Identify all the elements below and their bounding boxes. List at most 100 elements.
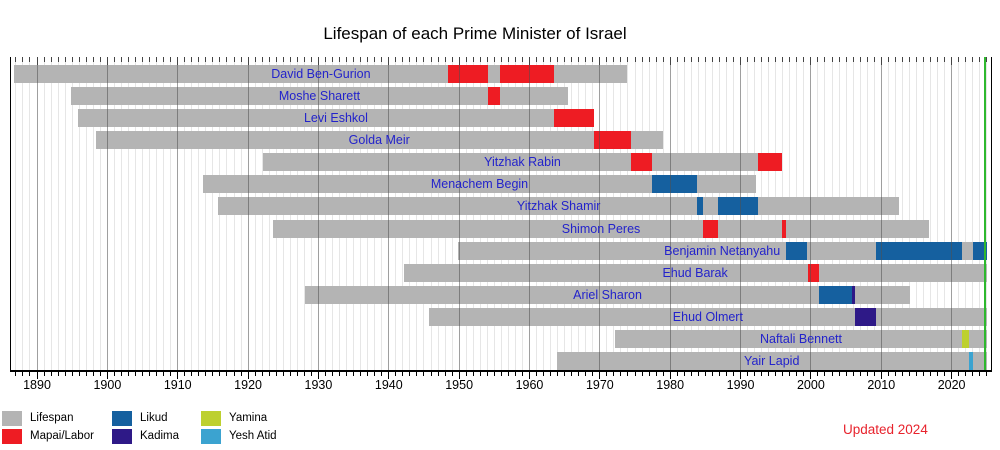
pm-term-segment-kadima: [852, 285, 856, 304]
top-axis-tick: [571, 57, 573, 62]
top-axis-tick: [578, 57, 580, 62]
bottom-axis-tick: [416, 372, 418, 376]
top-axis-tick: [282, 57, 284, 62]
top-axis-tick: [761, 57, 763, 62]
year-gridline: [29, 57, 31, 370]
axis-tick-label: 1890: [23, 378, 51, 392]
year-gridline: [170, 57, 172, 370]
bottom-axis-tick: [915, 372, 917, 376]
bottom-axis-tick: [388, 372, 390, 379]
top-axis-tick: [472, 57, 474, 62]
axis-tick-label: 1970: [585, 378, 614, 392]
legend-item-kadima: Kadima: [112, 429, 179, 444]
top-axis-tick: [965, 57, 967, 62]
plot-area: David Ben-Gurion Moshe Sharett Levi Eshkol…: [10, 57, 992, 392]
top-axis-tick: [634, 57, 636, 62]
bottom-axis-tick: [824, 372, 826, 376]
pm-lifespan-bar: [273, 219, 929, 238]
top-axis-tick: [711, 57, 713, 62]
top-axis-tick: [817, 57, 819, 62]
bottom-axis-tick: [500, 372, 502, 376]
top-axis-tick: [704, 57, 706, 62]
top-axis-tick: [796, 57, 798, 62]
year-gridline: [965, 57, 967, 370]
bottom-axis-tick: [127, 372, 129, 376]
bottom-axis-tick: [986, 372, 988, 376]
top-axis-tick: [444, 57, 446, 62]
top-axis-tick: [845, 57, 847, 62]
bottom-axis-tick: [585, 372, 587, 376]
decade-gridline: [317, 57, 319, 370]
year-gridline: [198, 57, 200, 370]
bottom-axis-tick: [50, 372, 52, 376]
pm-name-label: Shimon Peres: [561, 221, 641, 236]
top-axis-tick: [451, 57, 453, 62]
year-gridline: [944, 57, 946, 370]
decade-gridline: [599, 57, 601, 370]
top-axis-tick: [135, 57, 137, 62]
top-axis-tick: [500, 57, 502, 62]
top-axis-tick: [50, 57, 52, 62]
axis-tick-label: 1910: [163, 378, 192, 392]
pm-term-segment-mapai_labor: [758, 153, 782, 172]
year-gridline: [135, 57, 137, 370]
top-axis-tick: [360, 57, 362, 62]
bottom-axis-tick: [740, 372, 742, 379]
pm-lifespan-bar: [457, 241, 987, 260]
top-axis-tick: [859, 57, 861, 62]
top-axis-tick: [880, 57, 882, 65]
bottom-axis-tick: [423, 372, 425, 376]
bottom-axis-tick: [648, 372, 650, 376]
pm-lifespan-bar: [203, 175, 756, 194]
pm-term-segment-mapai_labor: [447, 65, 488, 83]
bottom-axis-tick: [437, 372, 439, 376]
bottom-axis-tick: [381, 372, 383, 376]
top-axis-tick: [127, 57, 129, 62]
top-axis-tick: [958, 57, 960, 62]
bottom-axis-tick: [247, 372, 249, 379]
bottom-axis-tick: [198, 372, 200, 376]
top-axis-tick: [951, 57, 953, 65]
pm-name-label: Levi Eshkol: [303, 111, 368, 126]
top-axis-tick: [198, 57, 200, 62]
pm-name-label: Moshe Sharett: [278, 89, 361, 104]
top-axis-tick: [367, 57, 369, 62]
pm-term-segment-mapai_labor: [500, 65, 554, 83]
year-gridline: [15, 57, 17, 370]
bottom-axis-tick: [922, 372, 924, 376]
bottom-axis-tick: [395, 372, 397, 376]
pm-term-segment-likud: [696, 197, 704, 216]
bottom-axis-tick: [240, 372, 242, 376]
bottom-axis-tick: [261, 372, 263, 376]
top-axis-tick: [15, 57, 17, 62]
pm-term-segment-mapai_labor: [630, 153, 653, 172]
pm-term-segment-mapai_labor: [487, 87, 501, 106]
top-axis-tick: [747, 57, 749, 62]
top-axis-tick: [339, 57, 341, 62]
bottom-axis-tick: [282, 372, 284, 376]
top-axis-tick: [191, 57, 193, 62]
year-gridline: [915, 57, 917, 370]
top-axis-tick: [275, 57, 277, 62]
bottom-axis-tick: [831, 372, 833, 376]
bottom-axis-tick: [810, 372, 812, 379]
top-axis-tick: [768, 57, 770, 62]
top-axis-tick: [212, 57, 214, 62]
year-gridline: [212, 57, 214, 370]
bottom-axis-tick: [15, 372, 17, 376]
bottom-axis-tick: [317, 372, 319, 379]
axis-tick-label: 1980: [656, 378, 685, 392]
legend-label: Yamina: [229, 412, 268, 424]
decade-gridline: [177, 57, 179, 370]
bottom-axis-tick: [880, 372, 882, 379]
top-axis-tick: [929, 57, 931, 62]
decade-gridline: [528, 57, 530, 370]
legend-item-yamina: Yamina: [201, 411, 267, 426]
top-axis-tick: [317, 57, 319, 65]
bottom-axis-tick: [929, 372, 931, 376]
bottom-axis-tick: [669, 372, 671, 379]
top-axis-tick: [690, 57, 692, 62]
top-axis-tick: [887, 57, 889, 62]
pm-lifespan-bar: [77, 109, 594, 128]
bottom-axis-tick: [564, 372, 566, 376]
